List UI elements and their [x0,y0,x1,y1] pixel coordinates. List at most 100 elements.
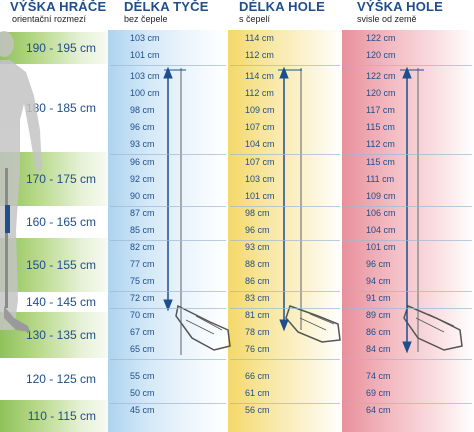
stick-length-cell: 83 cm [245,293,270,303]
blade-length-cell: 100 cm [130,88,160,98]
stick-length-cell: 101 cm [245,191,275,201]
vertical-height-cell: 117 cm [366,105,395,115]
row-separator [344,308,472,309]
stick-header-sub: s čepelí [239,14,271,24]
player-header-sub: orientační rozmezí [12,14,87,24]
blade-length-cell: 98 cm [130,105,155,115]
vertical-height-cell: 104 cm [366,225,396,235]
stick-length-cell: 81 cm [245,310,270,320]
stick-length-cell: 112 cm [245,88,274,98]
blade-header-title: DÉLKA TYČE [124,0,209,14]
stick-length-arrow-icon [278,66,302,332]
stick-length-cell: 61 cm [245,388,270,398]
stick-length-cell: 103 cm [245,174,275,184]
row-separator [230,240,340,241]
stick-length-cell: 112 cm [245,50,274,60]
stick-length-cell: 76 cm [245,344,270,354]
vertical-height-cell: 91 cm [366,293,391,303]
blade-length-cell: 70 cm [130,310,155,320]
vertical-column-bg [342,30,474,432]
player-blade-icon [4,306,30,332]
row-separator [344,359,472,360]
vertical-height-cell: 74 cm [366,371,391,381]
stick-length-cell: 56 cm [245,405,270,415]
row-separator [230,291,340,292]
player-range-row: 190 - 195 cm [0,32,108,64]
vertical-height-cell: 122 cm [366,33,396,43]
vertical-height-cell: 106 cm [366,208,396,218]
player-range-row: 120 - 125 cm [25,372,96,386]
player-range-row: 140 - 145 cm [25,295,96,309]
player-silhouette-icon [0,31,42,330]
blade-length-cell: 96 cm [130,157,155,167]
row-separator [110,154,226,155]
player-stick-icon [5,168,8,308]
vertical-header-title: VÝŠKA HOLE [357,0,444,14]
row-separator [230,206,340,207]
vertical-height-cell: 115 cm [366,122,395,132]
blade-length-cell: 90 cm [130,191,155,201]
stick-length-cell: 86 cm [245,276,270,286]
blade-length-cell: 77 cm [130,259,155,269]
vertical-height-cell: 120 cm [366,50,396,60]
row-separator [110,291,226,292]
blade-length-cell: 65 cm [130,344,155,354]
blade-length-cell: 96 cm [130,122,155,132]
stick-header: DÉLKA HOLE s čepelí [239,0,325,30]
vertical-header: VÝŠKA HOLE svisle od země [357,0,443,30]
row-separator [230,403,340,404]
row-separator [344,154,472,155]
row-separator [344,240,472,241]
blade-header-sub: bez čepele [124,14,168,24]
stick-length-cell: 98 cm [245,208,270,218]
player-range-row: 160 - 165 cm [25,215,96,229]
vertical-height-cell: 120 cm [366,88,396,98]
blade-length-cell: 85 cm [130,225,155,235]
vertical-height-cell: 112 cm [366,139,395,149]
row-separator [110,308,226,309]
row-separator [344,65,472,66]
blade-length-cell: 50 cm [130,388,155,398]
stick-length-cell: 104 cm [245,139,275,149]
blade-length-cell: 93 cm [130,139,155,149]
row-separator [110,240,226,241]
blade-column-stick-icon [175,68,231,355]
vertical-height-cell: 94 cm [366,276,391,286]
stick-length-cell: 114 cm [245,71,274,81]
player-range-row: 150 - 155 cm [0,238,108,292]
stick-length-cell: 109 cm [245,105,275,115]
row-separator [110,403,226,404]
vertical-height-cell: 101 cm [366,242,396,252]
row-separator [344,206,472,207]
vertical-height-cell: 111 cm [366,174,395,184]
row-separator [110,65,226,66]
vertical-header-sub: svisle od země [357,14,417,24]
stick-length-cell: 96 cm [245,225,270,235]
vertical-height-cell: 115 cm [366,157,395,167]
row-separator [230,308,340,309]
stick-header-title: DÉLKA HOLE [239,0,326,14]
blade-header: DÉLKA TYČE bez čepele [124,0,209,30]
blade-length-cell: 55 cm [130,371,155,381]
vertical-height-cell: 69 cm [366,388,391,398]
blade-length-arrow-icon [163,66,186,312]
player-range-row: 130 - 135 cm [0,312,108,358]
vertical-height-cell: 84 cm [366,344,391,354]
player-stick-grip-icon [5,205,10,233]
vertical-height-cell: 122 cm [366,71,396,81]
blade-length-cell: 103 cm [130,71,160,81]
blade-column-bg [108,30,226,432]
blade-length-cell: 103 cm [130,33,160,43]
stick-column-bg [228,30,342,432]
blade-length-cell: 45 cm [130,405,155,415]
stick-column-stick-icon [285,68,341,343]
blade-length-cell: 67 cm [130,327,155,337]
player-range-row: 180 - 185 cm [25,101,96,115]
blade-length-cell: 82 cm [130,242,155,252]
row-separator [230,65,340,66]
blade-length-cell: 75 cm [130,276,155,286]
stick-length-cell: 114 cm [245,33,274,43]
row-separator [110,359,226,360]
row-separator [344,403,472,404]
